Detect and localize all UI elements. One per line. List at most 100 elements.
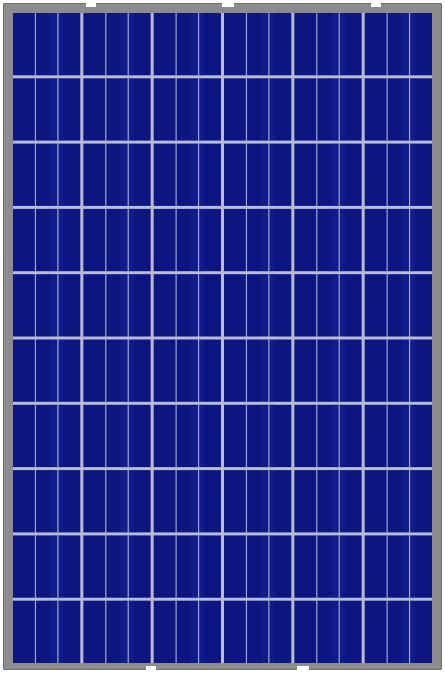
cell-busbar	[34, 13, 37, 76]
cell-shading	[50, 470, 64, 533]
solar-cell	[13, 78, 81, 141]
cell-shading	[331, 535, 345, 598]
cell-busbar	[316, 339, 318, 402]
cell-shading	[331, 13, 345, 76]
cell-busbar	[245, 339, 248, 402]
solar-cell	[294, 600, 362, 663]
solar-cell	[13, 404, 81, 468]
solar-cell	[83, 274, 151, 337]
cell-shading	[50, 404, 64, 468]
cell-shading	[120, 600, 134, 663]
cell-busbar	[408, 404, 411, 468]
cell-busbar	[245, 404, 248, 468]
cell-busbar	[316, 535, 318, 598]
cell-busbar	[127, 13, 129, 76]
solar-cell	[153, 535, 221, 598]
cell-busbar	[316, 143, 318, 206]
cell-shading	[190, 208, 205, 272]
solar-cell	[224, 600, 292, 663]
solar-cell	[364, 404, 432, 468]
solar-cell	[294, 274, 362, 337]
solar-cell	[83, 470, 151, 533]
cell-shading	[190, 78, 205, 141]
cell-busbar	[57, 404, 59, 468]
cell-shading	[261, 78, 275, 141]
cell-busbar	[268, 274, 270, 337]
cell-busbar	[245, 274, 248, 337]
cell-busbar	[197, 339, 200, 402]
solar-cell	[13, 535, 81, 598]
cell-shading	[261, 13, 275, 76]
cell-busbar	[197, 535, 200, 598]
cell-busbar	[34, 404, 37, 468]
cell-shading	[401, 13, 416, 76]
cell-shading	[190, 470, 205, 533]
solar-cell	[153, 339, 221, 402]
cell-shading	[190, 13, 205, 76]
cell-busbar	[34, 470, 37, 533]
cell-busbar	[105, 470, 107, 533]
cell-shading	[190, 339, 205, 402]
solar-cell	[13, 600, 81, 663]
cell-shading	[331, 600, 345, 663]
cell-shading	[331, 78, 345, 141]
cell-shading	[120, 143, 134, 206]
cell-shading	[331, 274, 345, 337]
cell-shading	[120, 339, 134, 402]
cell-busbar	[268, 600, 270, 663]
cell-busbar	[268, 339, 270, 402]
cell-busbar	[338, 535, 340, 598]
cell-shading	[261, 404, 275, 468]
cell-shading	[120, 274, 134, 337]
cell-shading	[50, 78, 64, 141]
cell-busbar	[338, 470, 340, 533]
cell-busbar	[408, 78, 411, 141]
cell-busbar	[197, 470, 200, 533]
cell-shading	[50, 13, 64, 76]
solar-cell	[364, 535, 432, 598]
cell-busbar	[338, 143, 340, 206]
cell-busbar	[127, 208, 129, 272]
cell-busbar	[197, 78, 200, 141]
cell-shading	[401, 404, 416, 468]
solar-cell	[13, 208, 81, 272]
cell-shading	[190, 274, 205, 337]
solar-cell	[224, 78, 292, 141]
cell-shading	[120, 13, 134, 76]
cell-shading	[331, 339, 345, 402]
cell-busbar	[105, 274, 107, 337]
cell-busbar	[338, 600, 340, 663]
frame-clip-bottom-right	[297, 666, 309, 670]
solar-cell	[83, 208, 151, 272]
cell-busbar	[268, 13, 270, 76]
cell-shading	[261, 143, 275, 206]
cell-shading	[401, 208, 416, 272]
cell-shading	[401, 78, 416, 141]
cell-busbar	[245, 600, 248, 663]
cell-busbar	[338, 208, 340, 272]
cell-busbar	[245, 78, 248, 141]
cell-shading	[50, 208, 64, 272]
solar-cell	[224, 470, 292, 533]
cell-shading	[50, 535, 64, 598]
cell-busbar	[175, 470, 177, 533]
solar-cell	[153, 600, 221, 663]
cell-shading	[120, 78, 134, 141]
cell-busbar	[105, 78, 107, 141]
cell-busbar	[386, 78, 388, 141]
cell-busbar	[175, 208, 177, 272]
cell-busbar	[197, 600, 200, 663]
cell-busbar	[34, 78, 37, 141]
solar-cell	[224, 143, 292, 206]
solar-cell	[364, 143, 432, 206]
cell-busbar	[197, 208, 200, 272]
solar-cell	[153, 143, 221, 206]
solar-cell	[13, 274, 81, 337]
solar-cell	[294, 339, 362, 402]
cell-busbar	[316, 600, 318, 663]
cell-shading	[190, 535, 205, 598]
cell-shading	[401, 339, 416, 402]
cell-busbar	[268, 208, 270, 272]
cell-shading	[120, 535, 134, 598]
cell-busbar	[338, 404, 340, 468]
